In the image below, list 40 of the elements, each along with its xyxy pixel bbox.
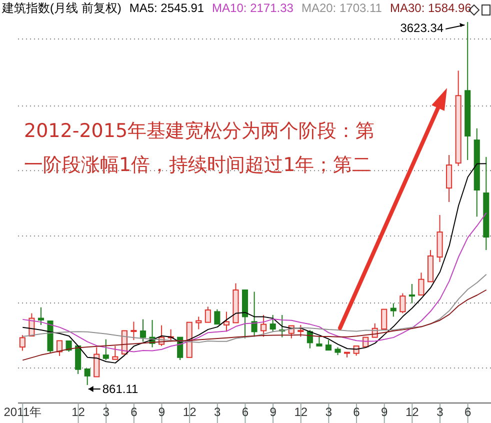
candlestick <box>242 290 248 339</box>
chart-title: 建筑指数(月线 前复权) <box>2 1 122 15</box>
candlestick <box>316 336 322 346</box>
x-tick-label: 3 <box>102 405 110 419</box>
x-tick-label: 3 <box>214 405 222 419</box>
candlestick <box>418 272 424 296</box>
x-tick-label: 6 <box>353 405 360 419</box>
x-tick-label: 6 <box>242 405 249 419</box>
annotation: 2012-2015年基建宽松分为两个阶段：第一阶段涨幅1倍，持续时间超过1年；第二 <box>24 119 376 178</box>
x-tick-label: 6 <box>130 405 138 419</box>
x-tick-label: 12 <box>72 405 86 419</box>
x-tick-label: 6 <box>464 405 472 419</box>
candlestick <box>446 154 452 202</box>
candlestick <box>483 156 490 251</box>
candlestick <box>474 128 480 218</box>
text: MA30: 1584.96 <box>390 1 472 15</box>
x-tick-label: 2011年 <box>4 405 42 419</box>
x-tick-label: 12 <box>294 405 308 419</box>
x-tick-label: 9 <box>270 405 277 419</box>
x-tick-label: 12 <box>405 405 420 419</box>
candlestick <box>408 283 415 304</box>
candlestick <box>325 340 332 351</box>
x-tick-label: 12 <box>182 405 197 419</box>
x-tick-label: 9 <box>158 405 166 419</box>
candlestick <box>94 346 100 378</box>
x-tick-label: 3 <box>325 405 332 419</box>
candlestick <box>381 308 388 330</box>
text: MA5: 2545.91 <box>129 1 204 15</box>
x-tick-label: 3 <box>436 405 444 419</box>
candlestick <box>84 368 90 386</box>
text: MA10: 2171.33 <box>212 1 294 15</box>
candlestick <box>204 306 211 323</box>
candlestick <box>436 214 443 263</box>
text: MA20: 1703.11 <box>301 1 382 15</box>
candlestick <box>427 250 434 282</box>
annotation: 861.11 <box>102 382 138 396</box>
candlestick <box>186 322 192 358</box>
x-tick-label: 9 <box>381 405 388 419</box>
candlestick <box>112 345 118 360</box>
annotation: 3623.34 <box>400 21 444 35</box>
